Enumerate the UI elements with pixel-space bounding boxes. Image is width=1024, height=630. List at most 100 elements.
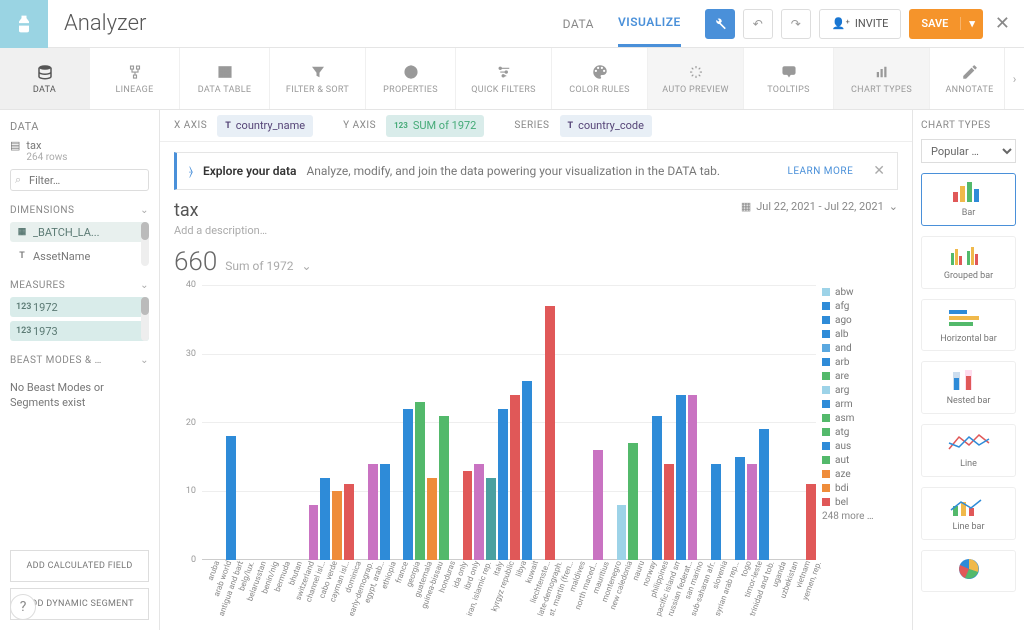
- bar[interactable]: [664, 464, 674, 560]
- y-axis-chip[interactable]: 123SUM of 1972: [386, 115, 484, 137]
- dimension-pill[interactable]: ▦_BATCH_LA...: [10, 222, 149, 242]
- undo-icon[interactable]: ↶: [743, 9, 773, 39]
- chart-type-bar[interactable]: Bar: [921, 173, 1016, 226]
- chevron-down-icon[interactable]: ⌄: [301, 259, 311, 273]
- chart-type-nested[interactable]: Nested bar: [921, 361, 1016, 414]
- bar[interactable]: [226, 436, 236, 560]
- tool-filtersort[interactable]: FILTER & SORT: [270, 48, 366, 109]
- bar[interactable]: [759, 429, 769, 560]
- tool-charttypes[interactable]: CHART TYPES: [834, 48, 930, 109]
- tool-datatable[interactable]: DATA TABLE: [180, 48, 270, 109]
- bar[interactable]: [415, 402, 425, 560]
- bar[interactable]: [510, 395, 520, 560]
- series-chip[interactable]: Tcountry_code: [560, 115, 652, 137]
- bar[interactable]: [380, 464, 390, 560]
- chart-type-hbar[interactable]: Horizontal bar: [921, 299, 1016, 352]
- legend-item[interactable]: are: [822, 369, 898, 383]
- bar[interactable]: [522, 381, 532, 560]
- tab-data[interactable]: DATA: [563, 0, 594, 47]
- legend-item[interactable]: asm: [822, 411, 898, 425]
- bar[interactable]: [628, 443, 638, 560]
- chart-type-linebar[interactable]: Line bar: [921, 487, 1016, 540]
- banner-close-icon[interactable]: ✕: [873, 163, 885, 179]
- legend-item[interactable]: atg: [822, 425, 898, 439]
- bar[interactable]: [474, 464, 484, 560]
- bar[interactable]: [320, 478, 330, 561]
- measure-pill[interactable]: 1231973: [10, 321, 149, 341]
- chart-description[interactable]: Add a description…: [174, 224, 267, 237]
- bar[interactable]: [309, 505, 319, 560]
- bar[interactable]: [439, 416, 449, 560]
- redo-icon[interactable]: ↷: [781, 9, 811, 39]
- legend-item[interactable]: aze: [822, 467, 898, 481]
- legend-item[interactable]: arb: [822, 355, 898, 369]
- chart-type-pie[interactable]: [921, 550, 1016, 592]
- close-icon[interactable]: ✕: [991, 13, 1014, 34]
- measure-pill[interactable]: 1231972: [10, 297, 149, 317]
- chevron-down-icon[interactable]: ⌄: [140, 355, 149, 366]
- date-range[interactable]: ▦ Jul 22, 2021 - Jul 22, 2021 ⌄: [741, 200, 898, 213]
- tool-properties[interactable]: PROPERTIES: [366, 48, 456, 109]
- bar[interactable]: [368, 464, 378, 560]
- toolbar-scroll-right-icon[interactable]: ›: [1004, 48, 1024, 109]
- bar[interactable]: [486, 478, 496, 561]
- bar[interactable]: [688, 395, 698, 560]
- chart-title[interactable]: tax: [174, 200, 267, 221]
- tool-data[interactable]: DATA: [0, 48, 90, 109]
- invite-button[interactable]: 👤⁺ INVITE: [819, 9, 902, 39]
- bar[interactable]: [427, 478, 437, 561]
- legend-item[interactable]: aut: [822, 453, 898, 467]
- bar[interactable]: [617, 505, 627, 560]
- legend-item[interactable]: ago: [822, 313, 898, 327]
- legend-item[interactable]: bel: [822, 495, 898, 509]
- tab-visualize[interactable]: VISUALIZE: [618, 0, 681, 47]
- tool-colorrules[interactable]: COLOR RULES: [552, 48, 648, 109]
- bar[interactable]: [403, 409, 413, 560]
- chart-type-grouped[interactable]: Grouped bar: [921, 236, 1016, 289]
- bar[interactable]: [711, 464, 721, 560]
- tool-quickfilters[interactable]: QUICK FILTERS: [456, 48, 552, 109]
- tool-annotate[interactable]: ANNOTATE: [930, 48, 1010, 109]
- bar[interactable]: [545, 306, 555, 560]
- bar[interactable]: [332, 491, 342, 560]
- legend-item[interactable]: alb: [822, 327, 898, 341]
- bar[interactable]: [463, 471, 473, 560]
- tool-lineage[interactable]: LINEAGE: [90, 48, 180, 109]
- filter-input[interactable]: [10, 169, 149, 191]
- legend-item[interactable]: arg: [822, 383, 898, 397]
- scrollbar[interactable]: [141, 297, 149, 341]
- legend-item[interactable]: aus: [822, 439, 898, 453]
- learn-more-link[interactable]: LEARN MORE: [787, 166, 853, 177]
- legend-item[interactable]: and: [822, 341, 898, 355]
- scrollbar[interactable]: [141, 222, 149, 266]
- chevron-down-icon[interactable]: ⌄: [140, 205, 149, 216]
- save-button[interactable]: SAVE ▾: [909, 9, 983, 39]
- bar[interactable]: [806, 484, 816, 560]
- chart-plot[interactable]: 010203040 arubaarab worldantigua and bar…: [174, 285, 816, 620]
- save-dropdown-icon[interactable]: ▾: [960, 17, 983, 30]
- chart-type-category-select[interactable]: Popular …: [921, 139, 1016, 163]
- bar[interactable]: [676, 395, 686, 560]
- help-icon[interactable]: ?: [10, 594, 36, 620]
- add-calculated-field-button[interactable]: ADD CALCULATED FIELD: [10, 550, 149, 582]
- dimension-pill[interactable]: TAssetName: [10, 246, 149, 266]
- chevron-down-icon[interactable]: ⌄: [140, 280, 149, 291]
- bar[interactable]: [344, 484, 354, 560]
- tool-tooltips[interactable]: TOOLTIPS: [744, 48, 834, 109]
- x-axis-chip[interactable]: Tcountry_name: [217, 115, 313, 137]
- legend-more[interactable]: 248 more …: [822, 511, 898, 522]
- legend-item[interactable]: afg: [822, 299, 898, 313]
- tools-icon[interactable]: [705, 9, 735, 39]
- bar[interactable]: [747, 464, 757, 560]
- explore-banner: ⦒ Explore your data Analyze, modify, and…: [174, 152, 898, 190]
- tool-autopreview[interactable]: AUTO PREVIEW: [648, 48, 744, 109]
- dataset-name[interactable]: tax: [26, 139, 67, 152]
- legend-item[interactable]: arm: [822, 397, 898, 411]
- legend-item[interactable]: abw: [822, 285, 898, 299]
- chart-type-line[interactable]: Line: [921, 424, 1016, 477]
- bar[interactable]: [735, 457, 745, 560]
- bar[interactable]: [498, 409, 508, 560]
- bar[interactable]: [652, 416, 662, 560]
- bar[interactable]: [593, 450, 603, 560]
- legend-item[interactable]: bdi: [822, 481, 898, 495]
